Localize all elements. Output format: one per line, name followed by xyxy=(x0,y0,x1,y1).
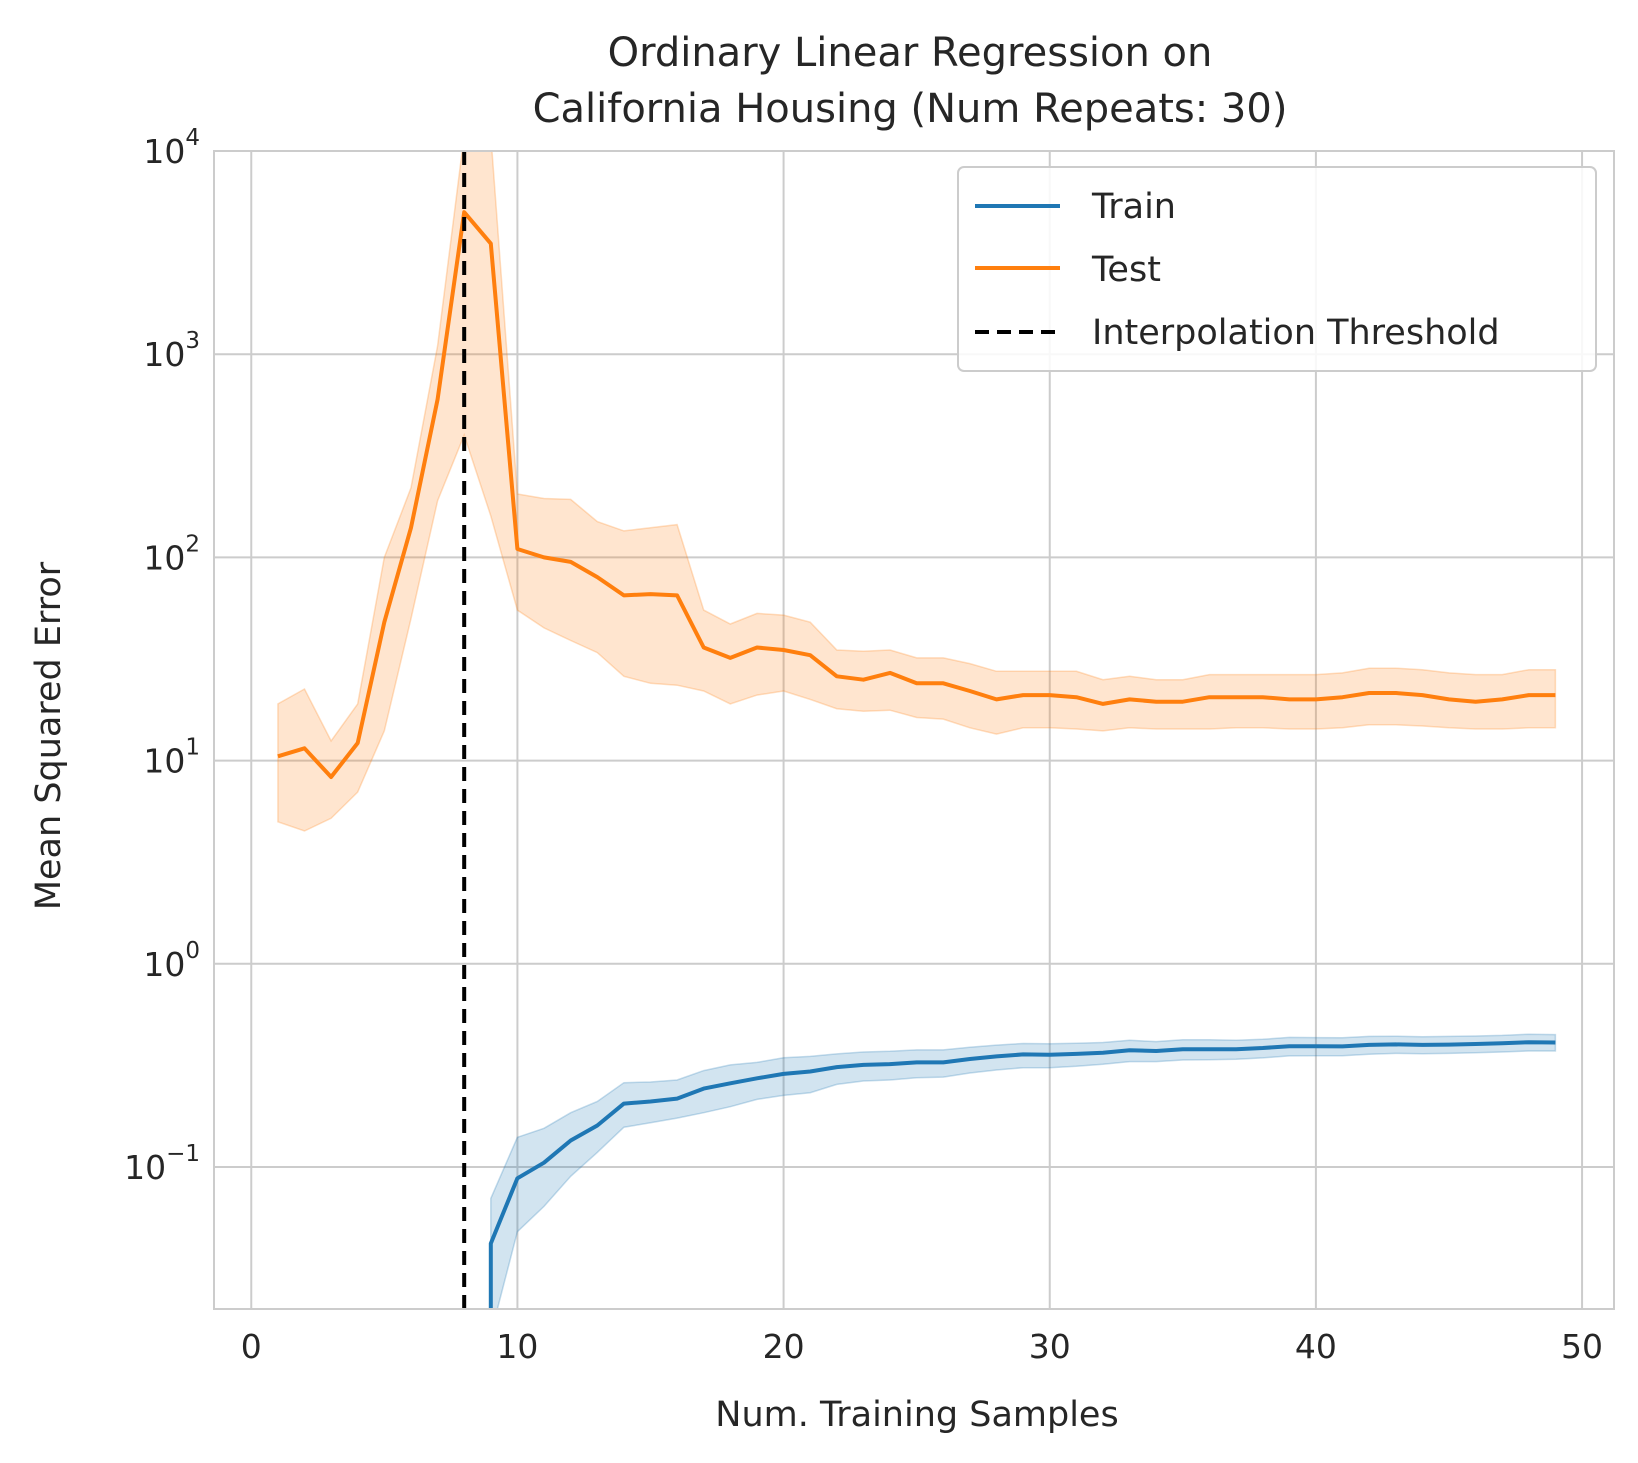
legend-box xyxy=(957,166,1597,372)
train-line xyxy=(488,1040,1556,1309)
x-axis-ticks: 0 10 20 30 40 50 xyxy=(241,1327,1603,1366)
y-tick-label: 102 xyxy=(143,531,200,577)
test-line xyxy=(277,210,1556,779)
legend-label-interpolation-threshold: Interpolation Threshold xyxy=(1092,313,1500,353)
legend-label-test: Test xyxy=(1091,250,1161,290)
legend: Train Test Interpolation Threshold xyxy=(957,166,1597,372)
test-band xyxy=(277,151,1557,832)
y-tick-label: 101 xyxy=(143,735,200,781)
plot-frame xyxy=(213,150,1615,1310)
series-lines xyxy=(277,151,1556,1309)
x-tick-label: 40 xyxy=(1295,1327,1337,1366)
x-tick-label: 50 xyxy=(1561,1327,1603,1366)
y-tick-label: 100 xyxy=(143,938,200,984)
x-tick-label: 10 xyxy=(496,1327,538,1366)
x-tick-label: 0 xyxy=(241,1327,262,1366)
legend-label-train: Train xyxy=(1091,187,1176,227)
x-axis-label: Num. Training Samples xyxy=(715,1395,1118,1435)
confidence-bands xyxy=(277,151,1557,1309)
x-tick-label: 20 xyxy=(763,1327,805,1366)
chart-title-line-2: California Housing (Num Repeats: 30) xyxy=(533,86,1288,132)
y-axis-label: Mean Squared Error xyxy=(29,561,69,910)
x-tick-label: 30 xyxy=(1029,1327,1071,1366)
chart-title-line-1: Ordinary Linear Regression on xyxy=(608,30,1213,76)
y-tick-label: 103 xyxy=(143,328,200,374)
train-band xyxy=(490,1033,1557,1309)
y-axis-ticks: 10−1 100 101 102 103 104 xyxy=(124,125,200,1187)
y-tick-label: 10−1 xyxy=(124,1141,200,1187)
y-tick-label: 104 xyxy=(143,125,200,171)
